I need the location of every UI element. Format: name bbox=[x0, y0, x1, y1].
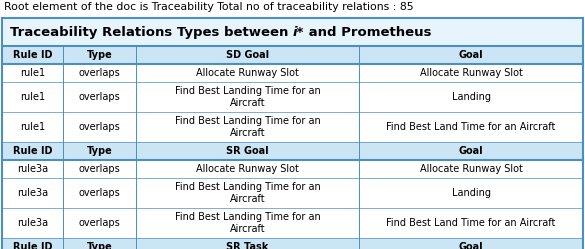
Text: Landing: Landing bbox=[452, 92, 491, 102]
Bar bbox=[2, 64, 583, 82]
Bar bbox=[2, 82, 583, 112]
Text: Rule ID: Rule ID bbox=[13, 146, 52, 156]
Text: Goal: Goal bbox=[459, 50, 483, 60]
Text: Type: Type bbox=[87, 242, 112, 249]
Text: Allocate Runway Slot: Allocate Runway Slot bbox=[419, 164, 522, 174]
Text: Find Best Landing Time for an
Aircraft: Find Best Landing Time for an Aircraft bbox=[174, 86, 321, 108]
Text: Traceability Relations Types between: Traceability Relations Types between bbox=[9, 25, 292, 39]
Text: Allocate Runway Slot: Allocate Runway Slot bbox=[419, 68, 522, 78]
Text: SD Goal: SD Goal bbox=[226, 50, 269, 60]
Text: overlaps: overlaps bbox=[78, 218, 120, 228]
Text: i*: i* bbox=[292, 25, 304, 39]
Text: Find Best Land Time for an Aircraft: Find Best Land Time for an Aircraft bbox=[387, 218, 556, 228]
Text: overlaps: overlaps bbox=[78, 92, 120, 102]
Text: Find Best Land Time for an Aircraft: Find Best Land Time for an Aircraft bbox=[387, 122, 556, 132]
Bar bbox=[2, 208, 583, 238]
Text: Rule ID: Rule ID bbox=[13, 242, 52, 249]
Text: SR Task: SR Task bbox=[226, 242, 269, 249]
Text: Goal: Goal bbox=[459, 146, 483, 156]
Text: Find Best Landing Time for an
Aircraft: Find Best Landing Time for an Aircraft bbox=[174, 182, 321, 204]
Text: rule1: rule1 bbox=[20, 68, 45, 78]
Text: Find Best Landing Time for an
Aircraft: Find Best Landing Time for an Aircraft bbox=[174, 212, 321, 234]
Bar bbox=[2, 142, 583, 160]
Text: Allocate Runway Slot: Allocate Runway Slot bbox=[196, 68, 299, 78]
Text: rule3a: rule3a bbox=[17, 164, 48, 174]
Text: rule1: rule1 bbox=[20, 92, 45, 102]
Text: rule1: rule1 bbox=[20, 122, 45, 132]
Bar bbox=[2, 18, 583, 46]
Text: Root element of the doc is Traceability Total no of traceability relations : 85: Root element of the doc is Traceability … bbox=[4, 2, 414, 12]
Bar bbox=[2, 46, 583, 64]
Text: Rule ID: Rule ID bbox=[13, 50, 52, 60]
Text: SR Goal: SR Goal bbox=[226, 146, 269, 156]
Text: rule3a: rule3a bbox=[17, 188, 48, 198]
Text: rule3a: rule3a bbox=[17, 218, 48, 228]
Text: and Prometheus: and Prometheus bbox=[304, 25, 431, 39]
Bar bbox=[2, 112, 583, 142]
Text: Goal: Goal bbox=[459, 242, 483, 249]
Bar bbox=[2, 238, 583, 249]
Text: overlaps: overlaps bbox=[78, 164, 120, 174]
Text: Find Best Landing Time for an
Aircraft: Find Best Landing Time for an Aircraft bbox=[174, 116, 321, 138]
Text: overlaps: overlaps bbox=[78, 188, 120, 198]
Text: overlaps: overlaps bbox=[78, 68, 120, 78]
Text: Type: Type bbox=[87, 50, 112, 60]
Text: overlaps: overlaps bbox=[78, 122, 120, 132]
Bar bbox=[2, 160, 583, 178]
Bar bbox=[2, 178, 583, 208]
Text: Landing: Landing bbox=[452, 188, 491, 198]
Text: Type: Type bbox=[87, 146, 112, 156]
Text: Allocate Runway Slot: Allocate Runway Slot bbox=[196, 164, 299, 174]
